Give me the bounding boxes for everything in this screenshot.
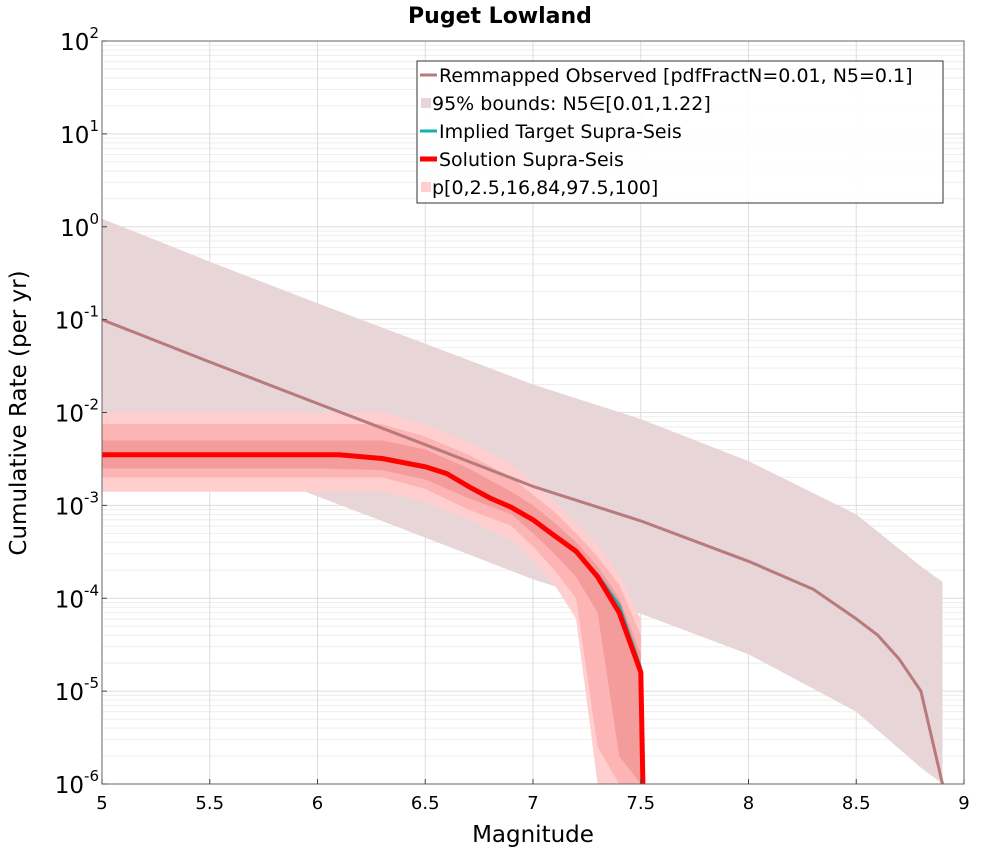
- y-tick-label: 100: [60, 210, 99, 242]
- x-tick-label: 9: [958, 793, 969, 814]
- x-tick-label: 5: [96, 793, 107, 814]
- series-line-solution: [102, 452, 646, 785]
- x-tick-label: 8.5: [842, 793, 871, 814]
- x-tick-label: 7.5: [626, 793, 655, 814]
- legend-label: 95% bounds: N5∈[0.01,1.22]: [432, 93, 711, 115]
- y-axis-label: Cumulative Rate (per yr): [6, 270, 32, 555]
- y-tick-label: 101: [60, 117, 99, 149]
- x-tick-label: 8: [743, 793, 754, 814]
- x-tick-label: 5.5: [195, 793, 224, 814]
- y-tick-label: 10-4: [55, 581, 99, 613]
- y-tick-label: 10-6: [55, 767, 99, 799]
- legend-label: Implied Target Supra-Seis: [439, 121, 682, 143]
- x-axis-label: Magnitude: [472, 822, 594, 848]
- y-tick-label: 10-3: [55, 488, 99, 520]
- y-tick-label: 10-1: [55, 303, 99, 335]
- series-lines: [101, 318, 944, 785]
- x-axis-ticks: 5 5.5 6 6.5 7 7.5 8 8.5 9: [96, 779, 970, 814]
- confidence-bands: [102, 218, 943, 784]
- band-mid: [102, 424, 641, 784]
- y-tick-label: 10-2: [55, 396, 99, 428]
- legend-swatch: [421, 182, 431, 192]
- legend-box: [416, 60, 944, 204]
- legend-label: Solution Supra-Seis: [439, 149, 624, 171]
- series-line-remmapped: [101, 318, 944, 785]
- x-tick-label: 6: [312, 793, 323, 814]
- y-axis-ticks: 10-6 10-5 10-4 10-3 10-2 10-1 100 101 102: [55, 24, 107, 799]
- x-tick-label: 7: [527, 793, 538, 814]
- legend-swatch: [421, 98, 431, 108]
- legend: Remmapped Observed [pdfFractN=0.01, N5=0…: [416, 60, 944, 204]
- chart-title: Puget Lowland: [408, 4, 592, 29]
- legend-label: Remmapped Observed [pdfFractN=0.01, N5=0…: [439, 65, 913, 87]
- y-tick-label: 102: [60, 24, 99, 56]
- legend-label: p[0,2.5,16,84,97.5,100]: [432, 177, 658, 199]
- x-tick-label: 6.5: [411, 793, 440, 814]
- y-tick-label: 10-5: [55, 674, 99, 706]
